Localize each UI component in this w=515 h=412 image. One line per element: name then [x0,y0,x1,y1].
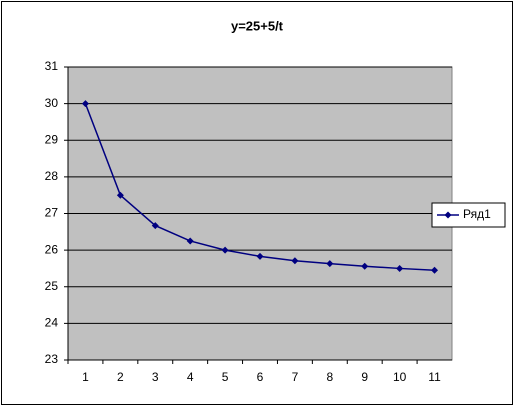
y-tick-label: 23 [45,352,59,366]
y-tick-label: 26 [45,242,59,256]
y-tick-label: 31 [45,59,59,73]
x-tick-label: 11 [428,370,441,384]
chart-title: y=25+5/t [231,18,284,33]
point-marker [291,257,299,265]
point-marker [256,252,264,260]
y-tick-label: 25 [45,279,59,293]
point-marker [431,266,439,274]
y-tick-label: 29 [45,132,59,146]
x-tick-label: 3 [152,370,159,384]
x-tick-label: 2 [117,370,124,384]
y-tick-label: 28 [45,169,59,183]
x-tick-label: 9 [361,370,368,384]
point-marker [396,264,404,272]
point-marker [361,262,369,270]
x-tick-label: 7 [292,370,299,384]
x-tick-label: 1 [82,370,89,384]
x-tick-label: 5 [222,370,229,384]
x-tick-label: 6 [257,370,264,384]
x-tick-label: 8 [326,370,333,384]
legend-marker [444,211,452,219]
y-tick-label: 30 [45,96,59,110]
point-marker [151,222,159,230]
legend-label: Ряд1 [463,207,491,221]
point-marker [186,237,194,245]
x-tick-label: 4 [187,370,194,384]
y-tick-label: 27 [45,206,59,220]
x-tick-label: 10 [393,370,407,384]
point-marker [221,246,229,254]
point-marker [81,100,89,108]
y-tick-label: 24 [45,316,59,330]
point-marker [116,191,124,199]
point-marker [326,260,334,268]
